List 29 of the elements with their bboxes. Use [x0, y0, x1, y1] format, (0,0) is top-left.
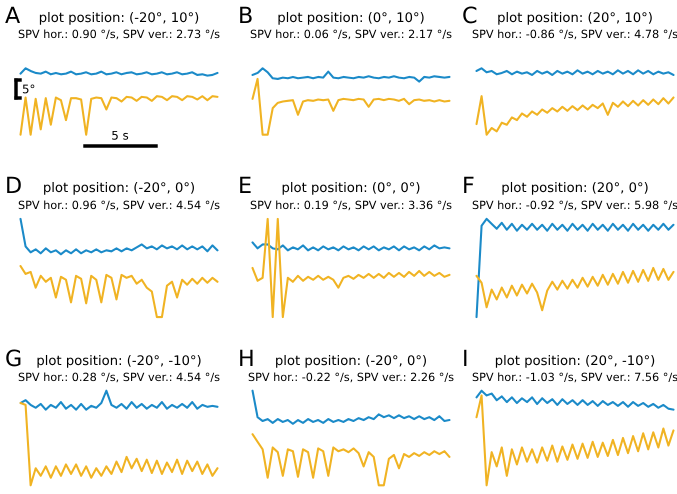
chart-subtitle: SPV hor.: 0.96 °/s, SPV ver.: 4.54 °/s	[18, 200, 220, 210]
chart-subtitle: SPV hor.: 0.28 °/s, SPV ver.: 4.54 °/s	[18, 372, 220, 382]
annotation: 5°	[22, 84, 34, 94]
chart-title: plot position: (0°, 0°)	[282, 182, 420, 195]
chart-title: plot position: (0°, 10°)	[278, 12, 424, 25]
chart-subtitle: SPV hor.: -0.22 °/s, SPV ver.: 2.26 °/s	[248, 372, 454, 382]
chart-subtitle: SPV hor.: -1.03 °/s, SPV ver.: 7.56 °/s	[472, 372, 677, 382]
chart-title: plot position: (20°, 10°)	[498, 12, 652, 25]
text: E	[240, 176, 251, 193]
text: D	[7, 176, 21, 193]
chart-subtitle: SPV hor.: -0.92 °/s, SPV ver.: 5.98 °/s	[472, 200, 677, 210]
chart-title: plot position: (20°, -10°)	[496, 354, 654, 368]
chart-subtitle: SPV hor.: 0.19 °/s, SPV ver.: 3.36 °/s	[250, 200, 452, 210]
chart-title: plot position: (-20°, 0°)	[44, 182, 194, 195]
chart-title: plot position: (-20°, 0°)	[276, 354, 426, 368]
chart-subtitle: SPV hor.: -0.86 °/s, SPV ver.: 4.78 °/s	[472, 29, 677, 40]
chart-title: plot position: (20°, 0°)	[502, 182, 648, 195]
text: A	[5, 6, 20, 23]
text: F	[464, 176, 474, 193]
text: B	[240, 6, 252, 23]
chart-subtitle: SPV hor.: 0.90 °/s, SPV ver.: 2.73 °/s	[18, 29, 220, 40]
text: I	[464, 350, 466, 366]
chart-title: plot position: (-20°, 10°)	[40, 12, 198, 25]
chart-title: plot position: (-20°, -10°)	[38, 354, 201, 368]
text: G	[6, 350, 20, 366]
annotation: 5 s	[112, 130, 128, 140]
chart-subtitle: SPV hor.: 0.06 °/s, SPV ver.: 2.17 °/s	[250, 29, 452, 40]
text: H	[240, 350, 253, 366]
text: C	[463, 6, 476, 24]
